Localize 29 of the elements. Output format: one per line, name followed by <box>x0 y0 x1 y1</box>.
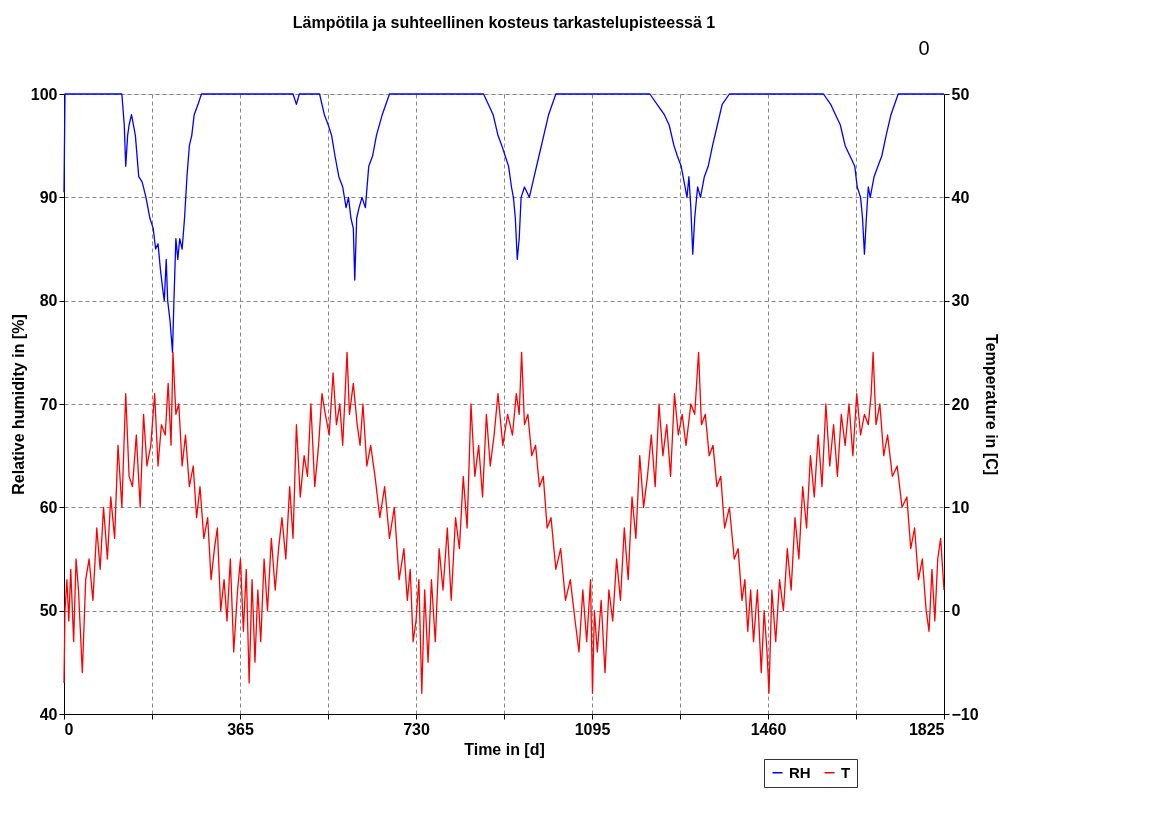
legend-label: RH <box>789 763 811 781</box>
chart-title: Lämpötila ja suhteellinen kosteus tarkastelupisteessä 1 <box>292 14 716 31</box>
y-tick-label: 60 <box>39 498 58 516</box>
y-tick-label: 80 <box>39 292 58 310</box>
line-series <box>63 351 945 694</box>
y2-tick-label: 40 <box>951 188 970 206</box>
x-tick-label: 365 <box>227 720 254 738</box>
x-axis-title: Time in [d] <box>464 740 545 758</box>
x-tick-label: 1460 <box>750 720 787 738</box>
y2-tick-label: 10 <box>951 498 970 516</box>
y2-tick-label: 50 <box>951 85 970 103</box>
y2-tick-label: 0 <box>951 602 961 620</box>
y-tick-label: 90 <box>39 188 58 206</box>
text: 0 <box>918 37 930 59</box>
y-tick-label: 70 <box>39 395 58 413</box>
y2-tick-label: 30 <box>951 292 970 310</box>
y-tick-label: 50 <box>39 602 58 620</box>
y-tick-label: 100 <box>30 85 58 103</box>
y2-axis-title: Temperature in [C] <box>982 333 1000 476</box>
x-tick-label: 0 <box>64 720 74 738</box>
y-axis-title: Relative humidity in [%] <box>9 314 27 495</box>
y-tick-label: 40 <box>39 705 58 723</box>
legend-label: T <box>841 763 851 781</box>
y2-tick-label: −10 <box>951 705 979 723</box>
line-series <box>63 93 945 353</box>
x-tick-label: 1825 <box>908 720 945 738</box>
y2-tick-label: 20 <box>951 395 970 413</box>
x-tick-label: 1095 <box>574 720 611 738</box>
x-tick-label: 730 <box>403 720 430 738</box>
